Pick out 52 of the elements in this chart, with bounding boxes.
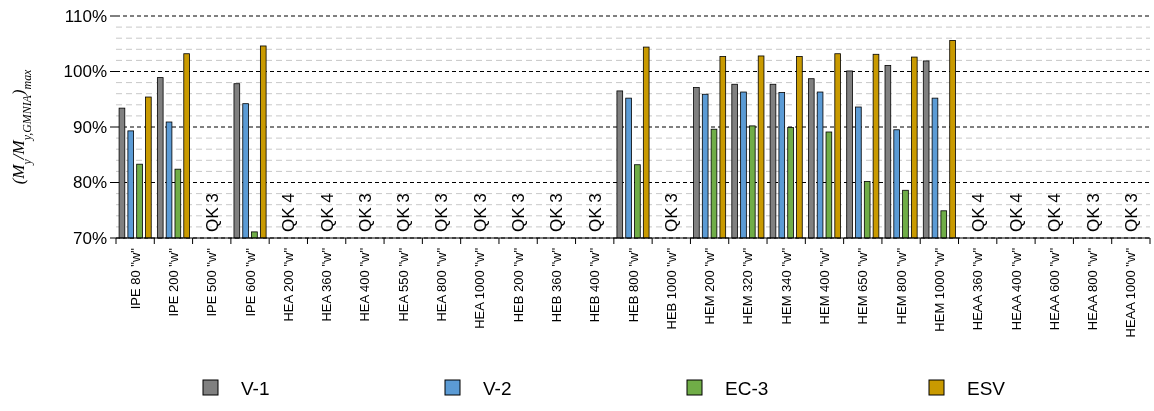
legend-label: ESV xyxy=(967,377,1006,399)
x-tick-label: HEAA 800 "w" xyxy=(1085,247,1101,331)
x-tick-label: HEB 800 "w" xyxy=(625,247,641,323)
x-tick-label: IPE 500 "w" xyxy=(204,247,220,317)
x-tick-label: HEAA 360 "w" xyxy=(970,247,986,331)
annotation: QK 4 xyxy=(1045,193,1065,232)
annotation: QK 3 xyxy=(394,193,414,232)
annotation: QK 3 xyxy=(662,193,682,232)
x-tick-label: HEM 320 "w" xyxy=(740,247,756,325)
x-tick-label: HEB 200 "w" xyxy=(510,247,526,323)
x-tick-label: HEM 340 "w" xyxy=(778,247,794,325)
legend-label: V-2 xyxy=(483,377,512,399)
x-tick-label: IPE 200 "w" xyxy=(165,247,181,317)
annotation: QK 3 xyxy=(355,193,375,232)
x-tick-label: IPE 600 "w" xyxy=(242,247,258,317)
x-tick-label: HEM 800 "w" xyxy=(893,247,909,325)
x-tick-label: HEAA 600 "w" xyxy=(1046,247,1062,331)
annotation: QK 3 xyxy=(509,193,529,232)
x-tick-label: HEAA 400 "w" xyxy=(1008,247,1024,331)
y-tick-label: 70% xyxy=(72,228,107,248)
legend-label: EC-3 xyxy=(725,377,769,399)
x-tick-label: HEM 400 "w" xyxy=(817,247,833,325)
annotation: QK 3 xyxy=(1121,193,1141,232)
annotation: QK 4 xyxy=(279,193,299,232)
annotation: QK 3 xyxy=(470,193,490,232)
y-tick-label: 110% xyxy=(64,6,107,26)
annotation: QK 4 xyxy=(1006,193,1026,232)
x-tick-label: HEM 650 "w" xyxy=(855,247,871,325)
x-tick-label: HEM 200 "w" xyxy=(702,247,718,325)
annotation: QK 3 xyxy=(1083,193,1103,232)
x-tick-label: HEB 400 "w" xyxy=(587,247,603,323)
x-tick-label: HEA 200 "w" xyxy=(280,247,296,322)
x-tick-label: HEA 550 "w" xyxy=(395,247,411,322)
annotation: QK 4 xyxy=(317,193,337,232)
y-tick-label: 100% xyxy=(63,62,107,82)
x-tick-label: HEA 360 "w" xyxy=(319,247,335,322)
annotation: QK 3 xyxy=(432,193,452,232)
y-tick-label: 90% xyxy=(72,117,107,137)
annotation: QK 4 xyxy=(968,193,988,232)
x-tick-label: HEA 400 "w" xyxy=(357,247,373,322)
x-tick-label: HEB 360 "w" xyxy=(548,247,564,323)
x-tick-label: HEB 1000 "w" xyxy=(663,247,679,330)
x-tick-label: IPE 80 "w" xyxy=(127,247,143,310)
x-tick-label: HEA 1000 "w" xyxy=(472,247,488,329)
x-tick-label: HEAA 1000 "w" xyxy=(1123,247,1139,338)
x-tick-label: HEA 800 "w" xyxy=(434,247,450,322)
y-tick-label: 80% xyxy=(72,173,107,193)
annotation: QK 3 xyxy=(547,193,567,232)
annotation: QK 3 xyxy=(202,193,222,232)
annotation: QK 3 xyxy=(585,193,605,232)
x-tick-label: HEM 1000 "w" xyxy=(931,247,947,332)
legend-label: V-1 xyxy=(241,377,270,399)
